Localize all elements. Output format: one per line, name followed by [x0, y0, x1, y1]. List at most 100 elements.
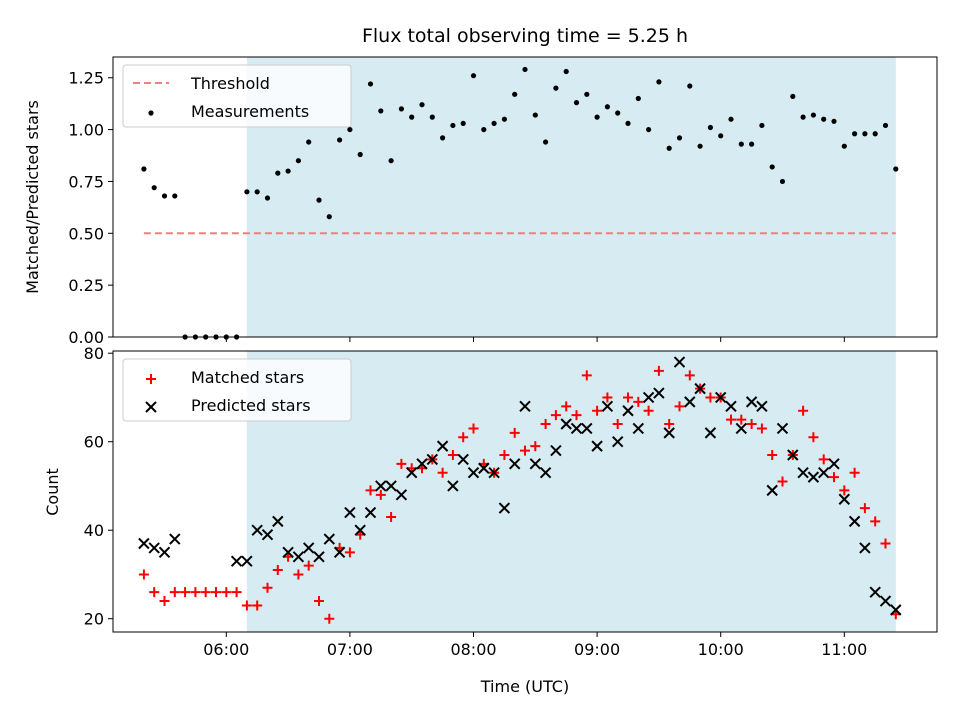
matched-star-point [623, 392, 633, 403]
bottom-ytick-label: 20 [84, 610, 104, 629]
predicted-star-point [591, 440, 603, 452]
bottom-ytick-label: 40 [84, 521, 104, 540]
bottom-observing-interval-shade [246, 351, 896, 632]
measurement-point [563, 68, 569, 75]
predicted-star-point [745, 396, 758, 408]
bottom-panel-ylabel: Count [43, 468, 62, 516]
predicted-star-point [694, 382, 706, 395]
matched-star-point [829, 472, 839, 483]
measurement-point [728, 116, 734, 122]
matched-star-point [314, 596, 324, 607]
matched-star-point [303, 560, 314, 571]
predicted-star-point [344, 506, 356, 519]
matched-star-point [272, 565, 283, 576]
top-ytick-label: 0.25 [68, 276, 104, 295]
top-axes-frame [112, 56, 938, 338]
matched-star-point [509, 427, 520, 438]
matched-star-point [458, 432, 469, 443]
measurement-point [584, 91, 590, 97]
matched-star-point [540, 419, 551, 430]
legend-matched-stars-swatch [146, 374, 156, 384]
predicted-star-point [333, 546, 346, 559]
measurement-point [625, 120, 631, 126]
matched-star-point [437, 467, 448, 478]
measurement-point [615, 110, 621, 116]
measurement-point [161, 193, 168, 199]
measurement-point [141, 166, 147, 172]
measurement-point [687, 83, 693, 89]
predicted-star-point [869, 586, 881, 598]
matched-star-point [746, 419, 757, 430]
predicted-star-point [859, 542, 871, 554]
bottom-panel-xlabel: Time (UTC) [480, 677, 569, 696]
predicted-star-point [807, 471, 820, 483]
matched-star-point [705, 392, 716, 403]
measurement-point [347, 126, 353, 133]
bottom-xtick-label: 09:00 [574, 640, 620, 659]
measurement-point [460, 120, 466, 126]
bottom-ytick-label: 80 [84, 344, 104, 363]
measurement-point [357, 151, 363, 158]
measurement-point [337, 137, 343, 143]
predicted-star-point [488, 466, 500, 479]
matched-star-point [386, 511, 397, 522]
measurement-point [749, 141, 755, 147]
predicted-star-point [282, 546, 294, 559]
matched-star-point [520, 445, 530, 456]
matched-star-point [262, 582, 273, 593]
predicted-star-point [890, 604, 902, 616]
matched-star-point [447, 449, 458, 460]
measurement-point [666, 145, 672, 151]
measurement-point [388, 158, 394, 164]
predicted-star-point [879, 595, 892, 607]
flux-ratio-panel: Flux total observing time = 5.25 h Match… [23, 25, 938, 347]
matched-star-point [859, 503, 870, 514]
legend-label-measurements: Measurements [191, 102, 309, 121]
predicted-star-point [560, 418, 572, 430]
measurement-point [738, 141, 744, 147]
matched-star-point [180, 587, 191, 598]
matched-star-point [499, 449, 510, 460]
legend-label-predicted-stars: Predicted stars [191, 396, 311, 415]
predicted-star-point [447, 480, 459, 492]
bottom-axes-frame [112, 350, 938, 633]
matched-star-point [190, 587, 201, 598]
measurement-point [409, 114, 415, 120]
predicted-star-point [405, 466, 418, 479]
predicted-star-point [848, 515, 861, 528]
measurement-point [573, 100, 580, 106]
predicted-star-point [364, 506, 377, 519]
predicted-star-point [416, 458, 428, 470]
matched-star-point [231, 587, 242, 598]
measurement-point [254, 189, 260, 195]
measurement-point [440, 135, 446, 141]
matched-star-point [241, 600, 252, 611]
matched-star-point [561, 401, 572, 412]
bottom-xtick-label: 07:00 [327, 640, 373, 659]
predicted-star-point [138, 537, 150, 550]
matched-star-point [612, 419, 623, 430]
matched-star-point [324, 613, 335, 624]
bottom-xtick-label: 11:00 [821, 640, 867, 659]
predicted-star-point [653, 387, 665, 399]
matched-star-point [396, 458, 407, 469]
measurement-point [398, 106, 404, 112]
predicted-star-point [292, 551, 305, 563]
predicted-star-point [148, 542, 160, 554]
top-observing-interval-shade [246, 57, 896, 337]
matched-star-point [767, 449, 778, 460]
matched-star-point [880, 538, 891, 549]
predicted-star-point [611, 436, 624, 448]
predicted-star-point [539, 466, 552, 479]
predicted-star-point [550, 444, 562, 457]
measurement-point [872, 131, 878, 137]
matched-star-point [818, 454, 829, 465]
predicted-star-point [776, 422, 789, 435]
bottom-xtick-label: 10:00 [698, 640, 744, 659]
measurement-point [594, 114, 600, 120]
predicted-star-point [508, 458, 521, 470]
measurement-point [378, 108, 384, 114]
predicted-star-point [467, 466, 480, 479]
matched-star-point [375, 489, 386, 500]
predicted-star-point [642, 391, 655, 404]
